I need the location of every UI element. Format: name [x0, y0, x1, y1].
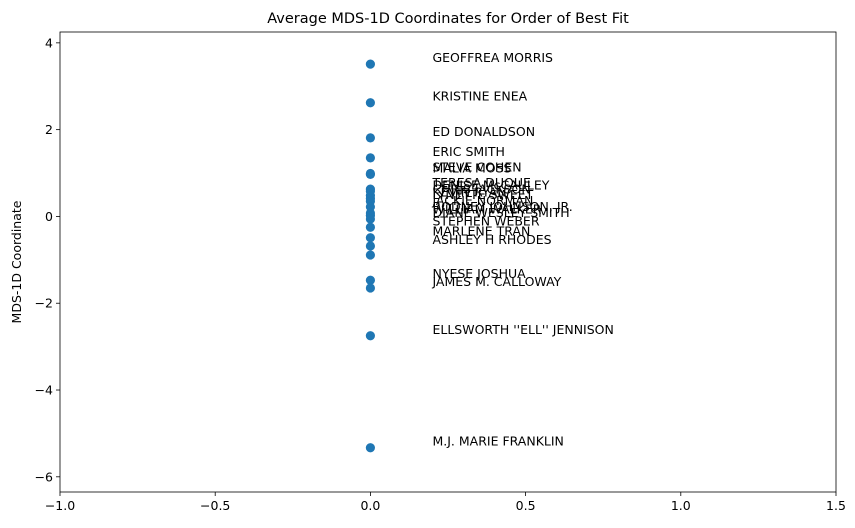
- point-label: JAMES M. CALLOWAY: [431, 274, 561, 289]
- y-tick-label: −4: [35, 383, 53, 398]
- point-label: TERESA DUQUE: [431, 175, 531, 190]
- data-point: [365, 331, 375, 341]
- data-point: [365, 241, 375, 251]
- point-label: ELLSWORTH ''ELL'' JENNISON: [432, 322, 613, 337]
- point-label: STEVE COHEN: [432, 159, 521, 174]
- x-tick-label: −0.5: [200, 498, 230, 513]
- point-label: M.J. MARIE FRANKLIN: [432, 434, 563, 449]
- chart-title: Average MDS-1D Coordinates for Order of …: [267, 11, 629, 27]
- point-label: NYESE JOSHUA: [432, 266, 526, 281]
- y-tick-label: −2: [35, 296, 53, 311]
- data-point: [365, 153, 375, 163]
- point-label: LYNETTE SWEET: [432, 187, 533, 202]
- point-label: WILLIAM WALKER: [432, 202, 541, 217]
- point-label: STEPHEN WEBER: [432, 213, 539, 228]
- data-point: [365, 443, 375, 453]
- point-label: DENISE McCAULEY: [432, 177, 549, 192]
- point-label: ED DONALDSON: [432, 124, 535, 139]
- point-label: GEOFFREA MORRIS: [432, 50, 553, 65]
- point-label: CHRIS JACKSON: [432, 182, 530, 197]
- plot-area: −1.0 −0.5 0.0 0.5 1.0 1.5 −6 −4 −2 0 2 4 GEOFFREA MO…: [35, 35, 846, 513]
- point-label: DIANE WESLEY SMITH: [432, 205, 569, 220]
- data-point: [365, 233, 375, 243]
- data-point: [365, 98, 375, 108]
- y-axis-label: MDS-1D Coordinate: [9, 200, 24, 323]
- data-point: [365, 283, 375, 293]
- data-point: [365, 250, 375, 260]
- plot-frame: [59, 31, 837, 493]
- point-label: ERIC SMITH: [432, 144, 504, 159]
- point-label: MALIA MOSS: [432, 160, 511, 175]
- point-label: KRISTINE ENEA: [432, 89, 527, 104]
- data-point: [365, 59, 375, 69]
- point-label: ASHLEY H RHODES: [432, 232, 551, 247]
- point-label: JACKIE NORMAN: [431, 193, 533, 208]
- x-tick-label: 1.0: [671, 498, 691, 513]
- y-tick-label: 0: [45, 209, 53, 224]
- y-tick-label: −6: [35, 469, 53, 484]
- data-point: [365, 169, 375, 179]
- x-tick-label: 1.5: [826, 498, 846, 513]
- x-tick-label: −1.0: [45, 498, 75, 513]
- point-label: MARLENE TRAN: [432, 224, 530, 239]
- y-tick-label: 2: [45, 122, 53, 137]
- point-label: KEVIN RYAN: [432, 185, 506, 200]
- y-tick-label: 4: [45, 35, 53, 50]
- x-tick-label: 0.0: [360, 498, 380, 513]
- data-point: [365, 214, 375, 224]
- x-tick-label: 0.5: [516, 498, 536, 513]
- data-point: [365, 275, 375, 285]
- point-label: RODNEY JOHNSON, JR.: [432, 199, 572, 214]
- data-point: [365, 222, 375, 232]
- data-point: [365, 133, 375, 143]
